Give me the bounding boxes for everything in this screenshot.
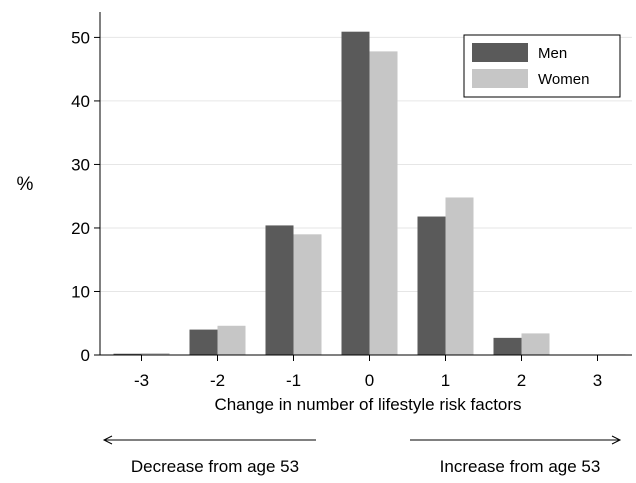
legend-label-men: Men bbox=[538, 45, 567, 62]
y-tick-label: 10 bbox=[71, 282, 90, 301]
y-tick-label: 20 bbox=[71, 219, 90, 238]
bar-women-1 bbox=[445, 197, 474, 355]
bar-women--3 bbox=[141, 353, 170, 355]
bar-men--2 bbox=[189, 329, 218, 355]
y-tick-label: 50 bbox=[71, 28, 90, 47]
bar-men-0 bbox=[341, 31, 370, 356]
x-tick-label: 1 bbox=[441, 371, 450, 390]
direction-annotations: Decrease from age 53 Increase from age 5… bbox=[102, 435, 622, 476]
x-tick-label: -2 bbox=[210, 371, 225, 390]
bar-women-2 bbox=[521, 333, 550, 355]
x-tick-label: -3 bbox=[134, 371, 149, 390]
legend: Men Women bbox=[463, 34, 621, 98]
y-axis-label: % bbox=[17, 174, 34, 195]
increase-label: Increase from age 53 bbox=[440, 457, 601, 476]
bar-men-2 bbox=[493, 337, 522, 355]
x-tick-label: -1 bbox=[286, 371, 301, 390]
axes bbox=[99, 12, 632, 356]
x-tick-label: 3 bbox=[593, 371, 602, 390]
increase-arrow-head bbox=[611, 435, 622, 445]
bar-men--3 bbox=[113, 353, 142, 355]
bar-women--2 bbox=[217, 325, 246, 355]
x-tick-label: 0 bbox=[365, 371, 374, 390]
y-tick-label: 0 bbox=[81, 346, 90, 365]
decrease-label: Decrease from age 53 bbox=[131, 457, 299, 476]
y-tick-label: 30 bbox=[71, 155, 90, 174]
bar-men--1 bbox=[265, 225, 294, 355]
legend-swatch-women bbox=[472, 69, 528, 88]
y-axis-ticks: 0 10 20 30 40 50 bbox=[71, 28, 100, 365]
bar-women--1 bbox=[293, 234, 322, 355]
x-tick-label: 2 bbox=[517, 371, 526, 390]
bar-women-0 bbox=[369, 51, 398, 356]
x-axis-label: Change in number of lifestyle risk facto… bbox=[214, 395, 521, 414]
legend-label-women: Women bbox=[538, 71, 589, 88]
decrease-arrow-head bbox=[102, 435, 113, 445]
bar-men-1 bbox=[417, 216, 446, 355]
x-axis-ticks: -3 -2 -1 0 1 2 3 bbox=[134, 355, 602, 390]
bars bbox=[113, 31, 626, 356]
y-tick-label: 40 bbox=[71, 92, 90, 111]
legend-swatch-men bbox=[472, 43, 528, 62]
